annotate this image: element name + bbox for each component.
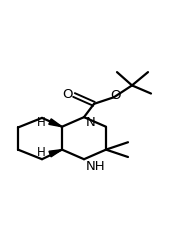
Text: N: N bbox=[86, 116, 96, 130]
Text: H: H bbox=[37, 146, 46, 159]
Text: H: H bbox=[37, 116, 46, 129]
Text: NH: NH bbox=[86, 160, 106, 173]
Text: O: O bbox=[63, 88, 73, 101]
Polygon shape bbox=[49, 119, 62, 127]
Polygon shape bbox=[49, 150, 62, 157]
Text: O: O bbox=[111, 89, 121, 102]
